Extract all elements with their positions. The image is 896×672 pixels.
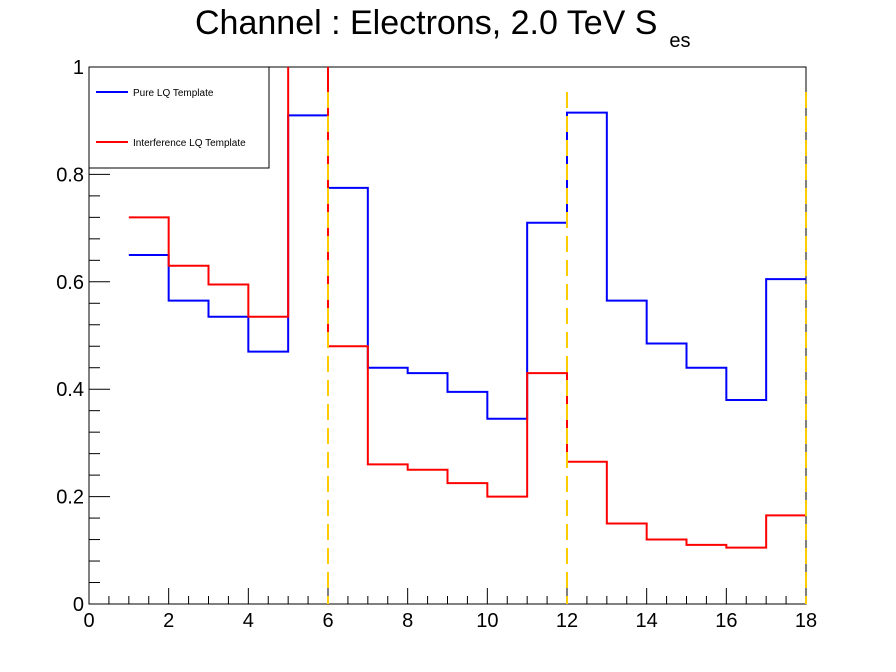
y-tick-labels: 0 0.2 0.4 0.6 0.8 1 xyxy=(56,57,84,616)
chart-title: Channel : Electrons, 2.0 TeV S es xyxy=(195,4,691,52)
x-tick-label: 18 xyxy=(795,610,817,632)
y-tick-label: 0.2 xyxy=(56,487,84,509)
y-tick-label: 1 xyxy=(73,57,84,79)
series-pure xyxy=(127,111,806,420)
x-tick-label: 10 xyxy=(476,610,498,632)
y-tick-label: 0 xyxy=(73,594,84,616)
x-tick-label: 12 xyxy=(556,610,578,632)
y-tick-label: 0.6 xyxy=(56,272,84,294)
x-tick-label: 6 xyxy=(322,610,333,632)
series-line xyxy=(128,111,806,420)
series-interference xyxy=(127,67,806,549)
x-tick-label: 4 xyxy=(243,610,254,632)
x-tick-label: 2 xyxy=(163,610,174,632)
x-tick-label: 16 xyxy=(715,610,737,632)
x-tick-label: 14 xyxy=(636,610,658,632)
legend-label: Pure LQ Template xyxy=(133,88,214,99)
x-tick-labels: 0 2 4 6 8 10 12 14 16 18 xyxy=(83,610,817,632)
y-tick-label: 0.8 xyxy=(56,164,84,186)
series-line xyxy=(128,67,806,549)
chart-title-text: Channel : Electrons, 2.0 TeV S xyxy=(195,4,657,42)
legend: Pure LQ Template Interference LQ Template xyxy=(88,66,270,169)
series-layer xyxy=(127,67,806,549)
legend-label: Interference LQ Template xyxy=(133,138,246,149)
chart-title-subscript: es xyxy=(669,30,690,52)
x-tick-label: 8 xyxy=(402,610,413,632)
legend-box xyxy=(88,66,270,169)
vertical-lines xyxy=(327,92,807,604)
x-tick-label: 0 xyxy=(83,610,94,632)
y-tick-label: 0.4 xyxy=(56,379,84,401)
